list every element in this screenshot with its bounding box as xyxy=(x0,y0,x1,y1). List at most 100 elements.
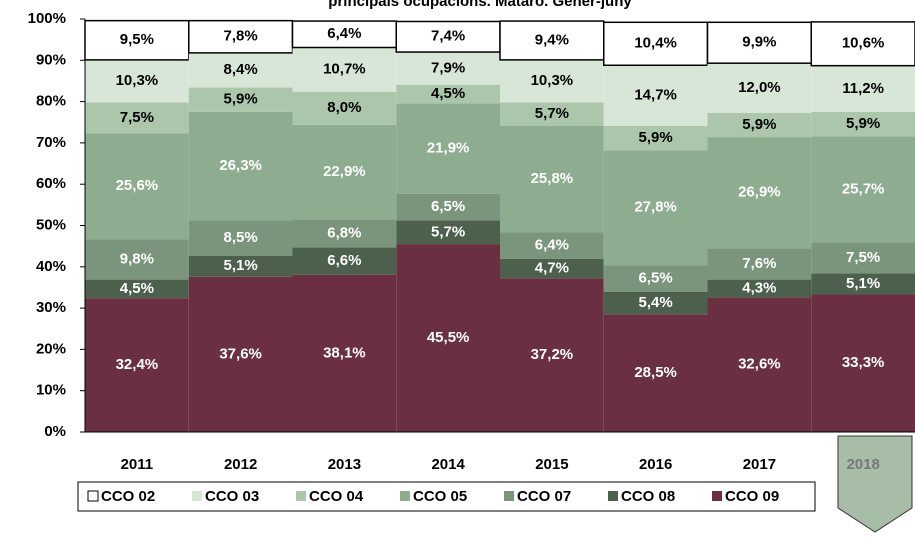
data-label: 26,9% xyxy=(738,184,781,201)
bar-segment xyxy=(707,63,812,113)
data-label: 9,8% xyxy=(120,250,154,267)
bar-segment xyxy=(396,220,500,245)
legend-swatch xyxy=(608,491,618,501)
data-label: 4,5% xyxy=(120,280,154,297)
bar-segment xyxy=(500,59,604,103)
x-tick-label: 2016 xyxy=(639,456,672,473)
bar-segment xyxy=(396,52,500,85)
data-label: 5,9% xyxy=(742,116,776,133)
data-label: 4,7% xyxy=(535,260,569,277)
y-tick-label: 80% xyxy=(36,93,66,110)
bar-segment xyxy=(85,102,189,134)
data-label: 33,3% xyxy=(842,354,885,371)
y-tick-label: 20% xyxy=(36,340,66,357)
bar-segment xyxy=(707,248,812,280)
data-label: 8,5% xyxy=(224,229,258,246)
data-label: 10,3% xyxy=(116,72,159,89)
x-tick-label: 2014 xyxy=(431,456,465,473)
data-label: 5,9% xyxy=(224,91,258,108)
legend-label: CCO 09 xyxy=(725,488,779,505)
y-tick-label: 100% xyxy=(28,10,66,27)
data-label: 8,4% xyxy=(224,61,258,78)
data-label: 38,1% xyxy=(323,344,366,361)
bar-segment xyxy=(811,273,915,295)
data-label: 7,4% xyxy=(431,28,465,45)
bar-segment xyxy=(603,21,709,67)
data-label: 4,3% xyxy=(742,279,776,296)
bar-segment xyxy=(292,247,397,275)
bar-segment xyxy=(188,87,293,112)
y-tick-label: 40% xyxy=(36,258,66,275)
legend-label: CCO 02 xyxy=(101,488,155,505)
data-label: 32,6% xyxy=(738,356,781,373)
data-label: 5,7% xyxy=(535,105,569,122)
bar-segment xyxy=(707,112,812,138)
data-label: 14,7% xyxy=(634,87,677,104)
bar-segment xyxy=(500,102,604,126)
y-tick-label: 70% xyxy=(36,134,66,151)
legend-swatch xyxy=(712,491,722,501)
bar-segment xyxy=(811,294,915,432)
data-label: 6,4% xyxy=(327,25,361,42)
legend-label: CCO 05 xyxy=(413,488,467,505)
y-tick-label: 10% xyxy=(36,382,66,399)
data-label: 9,9% xyxy=(742,34,776,51)
data-label: 25,6% xyxy=(116,177,159,194)
bar-segment xyxy=(603,314,708,432)
bar-segment xyxy=(810,21,915,67)
data-label: 6,4% xyxy=(535,237,569,254)
bar-segment xyxy=(188,255,293,277)
data-label: 5,9% xyxy=(639,129,673,146)
bar-segment xyxy=(395,20,501,53)
bar-segment xyxy=(188,52,293,88)
bar-segment xyxy=(396,193,500,221)
data-label: 32,4% xyxy=(116,356,159,373)
data-label: 21,9% xyxy=(427,139,470,156)
x-tick-label: 2017 xyxy=(743,456,776,473)
data-label: 6,8% xyxy=(327,224,361,241)
bar-segment xyxy=(396,103,500,194)
data-label: 8,0% xyxy=(327,99,361,116)
data-label: 28,5% xyxy=(634,364,677,381)
data-label: 26,3% xyxy=(219,157,262,174)
bar-segment xyxy=(188,276,293,432)
bar-segment xyxy=(291,20,397,49)
bar-segment xyxy=(603,265,708,292)
bar-segment xyxy=(500,125,604,233)
bar-segment xyxy=(811,242,915,274)
bar-segment xyxy=(292,124,397,220)
data-label: 7,5% xyxy=(120,109,154,126)
x-tick-label: 2013 xyxy=(328,456,361,473)
legend-swatch xyxy=(504,491,514,501)
bar-segment xyxy=(292,47,397,92)
data-label: 4,5% xyxy=(431,85,465,102)
bar-segment xyxy=(396,84,500,104)
chart-title: principals ocupacions. Mataró. Gener-jun… xyxy=(328,0,632,10)
data-label: 27,8% xyxy=(634,199,677,216)
bar-segment xyxy=(188,220,293,256)
bar-segment xyxy=(707,297,812,432)
bar-segment xyxy=(85,298,189,432)
data-label: 11,2% xyxy=(842,80,884,97)
data-label: 10,4% xyxy=(634,35,677,52)
data-label: 7,8% xyxy=(224,28,258,45)
y-tick-label: 90% xyxy=(36,51,66,68)
bar-segment xyxy=(188,19,294,54)
legend-label: CCO 07 xyxy=(517,488,571,505)
bar-segment xyxy=(85,133,189,240)
bar-segment xyxy=(84,19,190,61)
legend-label: CCO 04 xyxy=(309,488,364,505)
bar-segment xyxy=(292,219,397,248)
data-label: 5,4% xyxy=(639,294,673,311)
bar-segment xyxy=(500,232,604,259)
data-label: 6,5% xyxy=(639,270,673,287)
bar-segment xyxy=(396,244,500,432)
bar-segment xyxy=(811,136,915,243)
y-tick-label: 60% xyxy=(36,175,66,192)
legend-label: CCO 08 xyxy=(621,488,675,505)
bar-segment xyxy=(603,150,708,266)
y-tick-label: 30% xyxy=(36,299,66,316)
bar-segment xyxy=(292,274,397,432)
bar-segment xyxy=(500,258,604,279)
data-label: 10,7% xyxy=(323,61,366,78)
